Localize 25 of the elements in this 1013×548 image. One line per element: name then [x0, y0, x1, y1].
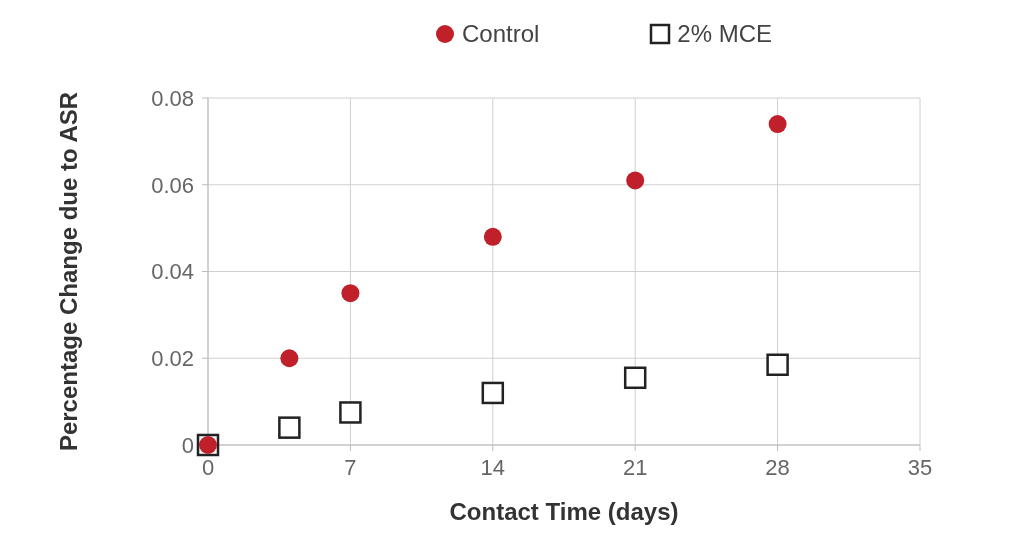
point — [339, 401, 362, 424]
point — [481, 381, 505, 405]
point — [766, 353, 789, 377]
point — [483, 227, 502, 246]
point — [623, 366, 647, 390]
y-tick-label: 0.06 — [151, 172, 194, 198]
x-tick-label: 7 — [344, 454, 357, 480]
x-tick-label: 28 — [765, 454, 790, 480]
y-axis-title: Percentage Change due to ASR — [54, 91, 82, 452]
legend-label: 2% MCE — [677, 20, 773, 48]
y-tick-label: 0.08 — [151, 85, 194, 111]
x-axis-title: Contact Time (days) — [449, 498, 679, 525]
x-tick-label: 0 — [201, 454, 215, 480]
point — [278, 416, 301, 439]
x-tick-label: 21 — [622, 454, 648, 480]
y-tick-label: 0.02 — [151, 346, 194, 372]
y-tick-label: 0 — [181, 432, 194, 458]
point — [341, 284, 360, 303]
point — [768, 115, 787, 134]
x-tick-label: 35 — [907, 454, 933, 480]
y-tick-label: 0.04 — [151, 259, 194, 285]
point — [626, 171, 645, 190]
legend-label: Control — [461, 20, 540, 48]
point — [280, 349, 299, 368]
x-tick-label: 14 — [480, 454, 506, 480]
